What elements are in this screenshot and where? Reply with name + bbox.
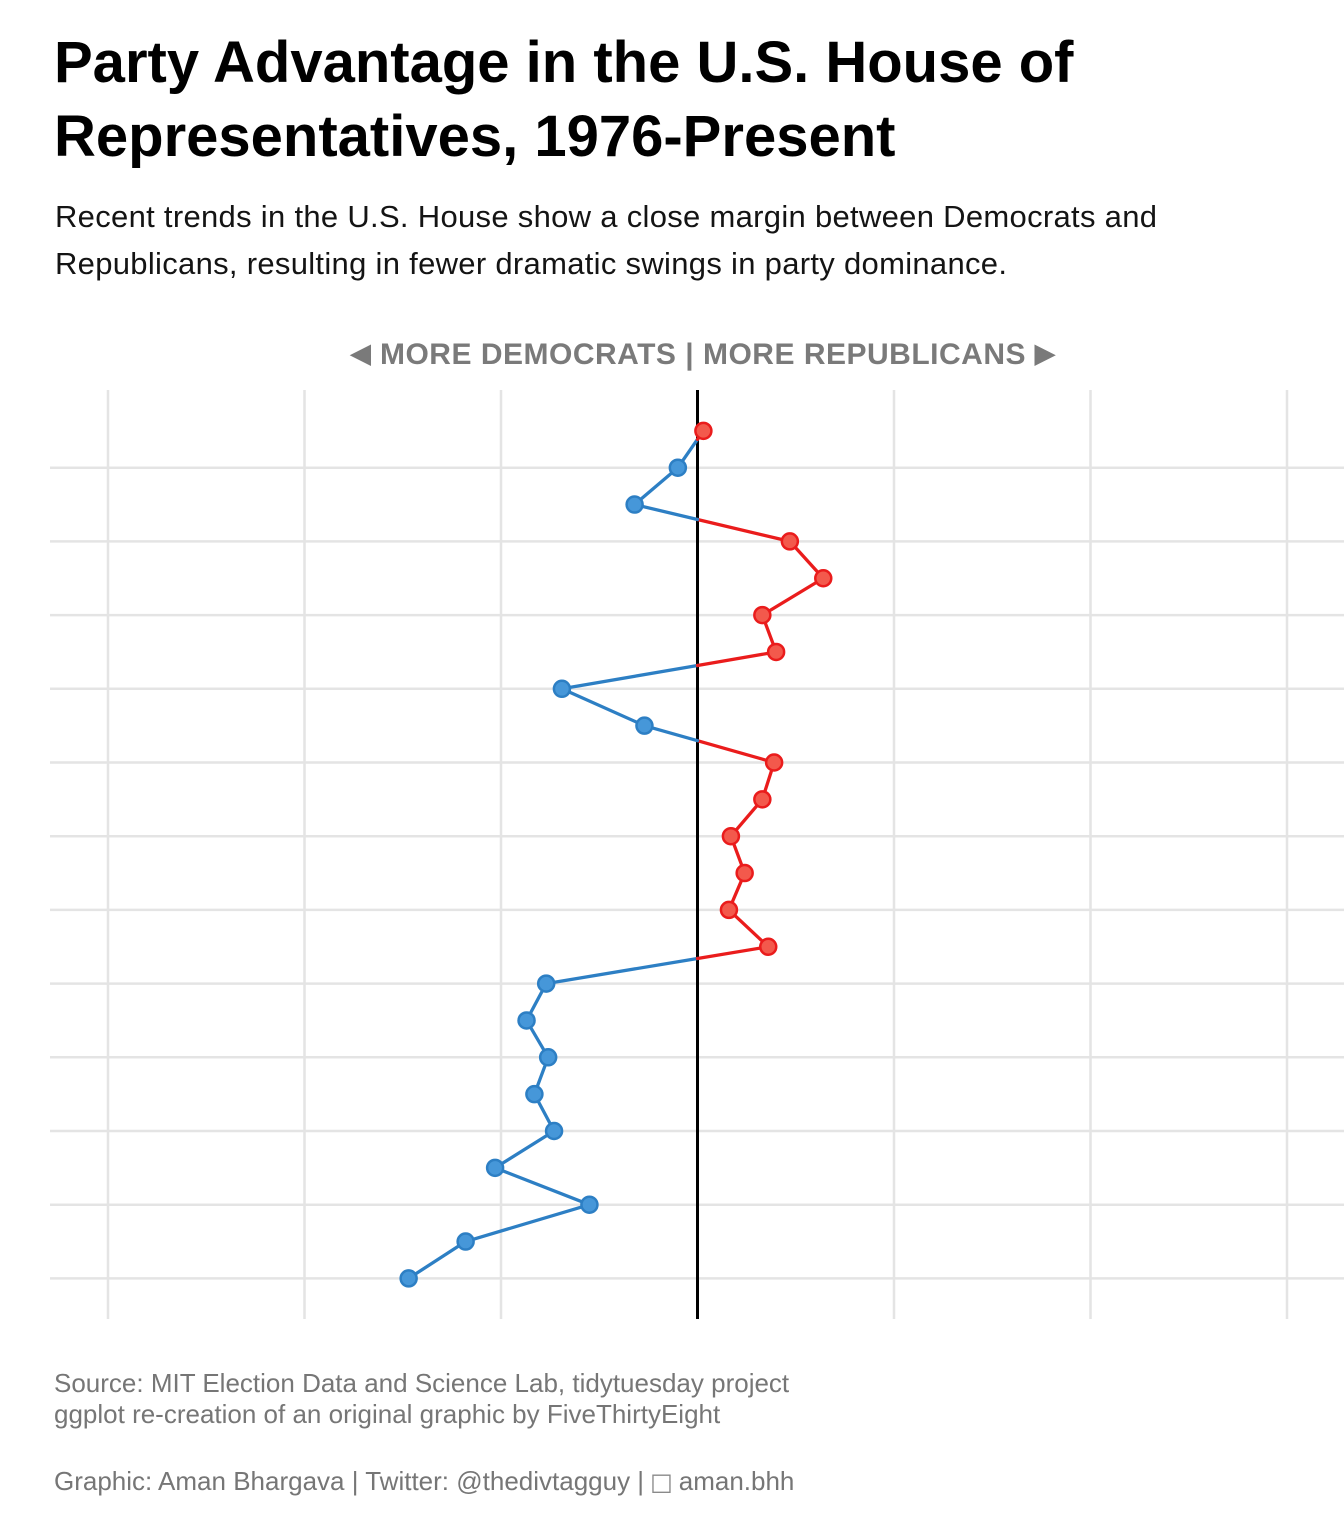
point-2020-D [668,458,688,477]
source-note-line1: Source: MIT Election Data and Science La… [54,1368,790,1398]
segment-2004-2006-a [695,739,776,765]
point-1980-D [580,1195,599,1214]
credit-handle: aman.bhh [678,1466,795,1496]
point-1988-D [538,1048,558,1067]
point-1992-D [536,974,556,993]
point-2012-R [753,605,772,625]
axis-direction-label: MORE DEMOCRATS | MORE REPUBLICANS [379,338,1027,371]
point-2006-D [635,716,654,735]
point-1994-R [758,937,778,956]
point-2004-R [764,753,784,772]
page-title: Party Advantage in the U.S. House of Rep… [54,26,1073,174]
arrow-left-icon: ◀ [350,338,372,368]
arrow-right-icon: ▶ [1034,338,1056,368]
point-1984-D [544,1121,564,1141]
point-2008-D [552,679,572,699]
point-1996-R [719,900,739,920]
point-1976-D [399,1269,418,1288]
point-2022-R [694,421,713,441]
segment-1978-1980 [463,1203,592,1244]
page-title-line1: Party Advantage in the U.S. House of [54,30,1074,95]
page-subtitle: Recent trends in the U.S. House show a c… [55,193,1157,287]
segment-1992-1994-b [695,945,770,961]
segment-2008-2010-a [560,663,700,691]
segment-1976-1978 [406,1239,468,1281]
source-note: Source: MIT Election Data and Science La… [54,1368,789,1430]
segment-2006-2008 [560,687,647,728]
axis-direction-caption: ◀ MORE DEMOCRATS | MORE REPUBLICANS ▶ [351,338,1056,372]
page-subtitle-line2: Republicans, resulting in fewer dramatic… [55,246,1008,281]
point-1986-D [525,1084,544,1104]
missing-glyph-icon: □ [650,1468,673,1496]
segment-1980-1982 [493,1166,592,1207]
point-2018-D [625,495,644,514]
segment-2008-2010-b [695,650,778,668]
source-note-line2: ggplot re-creation of an original graphi… [54,1399,721,1429]
point-1990-D [517,1011,536,1030]
segment-2016-2018-b [632,502,700,522]
point-2000-R [721,826,741,846]
segment-2016-2018-a [695,517,792,544]
point-1998-R [735,863,754,883]
segment-2012-2014 [760,576,825,617]
point-2016-R [780,532,800,551]
page-title-line2: Representatives, 1976-Present [54,104,896,169]
point-1982-D [485,1158,505,1178]
page-subtitle-line1: Recent trends in the U.S. House show a c… [55,199,1158,234]
point-2010-R [766,642,786,662]
segment-1982-1984 [493,1129,556,1170]
credit-text: Graphic: Aman Bhargava | Twitter: @thedi… [54,1466,645,1496]
credit-note: Graphic: Aman Bhargava | Twitter: @thedi… [54,1466,794,1498]
point-2002-R [753,790,772,809]
point-1978-D [456,1232,475,1251]
segment-2018-2020 [632,466,680,507]
point-2014-R [814,569,833,588]
segment-1992-1994-a [544,956,700,986]
